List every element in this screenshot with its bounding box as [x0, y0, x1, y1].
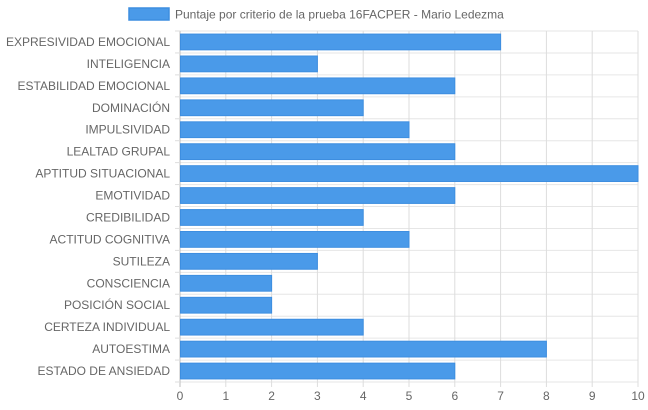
- y-tick-label: LEALTAD GRUPAL: [67, 145, 171, 159]
- bar[interactable]: [180, 55, 318, 73]
- y-tick-label: EMOTIVIDAD: [95, 189, 170, 203]
- x-tick-label: 4: [360, 389, 367, 403]
- bar[interactable]: [180, 362, 456, 380]
- y-tick-label: INTELIGENCIA: [87, 57, 170, 71]
- bar[interactable]: [180, 274, 273, 292]
- x-tick-label: 8: [543, 389, 550, 403]
- y-tick-label: POSICIÓN SOCIAL: [64, 297, 170, 312]
- y-axis-labels: EXPRESIVIDAD EMOCIONAL INTELIGENCIA ESTABI…: [6, 35, 170, 378]
- y-tick-label: AUTOESTIMA: [92, 342, 170, 356]
- chart-legend[interactable]: Puntaje por criterio de la prueba 16FACP…: [128, 7, 504, 22]
- bar[interactable]: [180, 296, 273, 314]
- grid-lines: [175, 30, 639, 387]
- bar[interactable]: [180, 77, 456, 95]
- x-tick-label: 5: [406, 389, 413, 403]
- y-tick-label: DOMINACIÓN: [92, 100, 170, 115]
- y-tick-label: IMPULSIVIDAD: [85, 123, 170, 137]
- x-tick-label: 10: [631, 389, 645, 403]
- y-tick-label: ESTABILIDAD EMOCIONAL: [18, 79, 171, 93]
- x-tick-label: 1: [222, 389, 229, 403]
- bar[interactable]: [180, 252, 318, 270]
- bar[interactable]: [180, 231, 410, 248]
- x-tick-label: 7: [497, 389, 504, 403]
- bar[interactable]: [180, 209, 364, 226]
- bar[interactable]: [180, 121, 410, 139]
- y-tick-label: ESTADO DE ANSIEDAD: [38, 364, 171, 378]
- x-tick-label: 6: [451, 389, 458, 403]
- bar[interactable]: [180, 33, 502, 51]
- bar[interactable]: [180, 187, 456, 204]
- bar[interactable]: [180, 143, 456, 161]
- y-tick-label: SUTILEZA: [113, 254, 170, 268]
- bar[interactable]: [180, 340, 547, 358]
- y-tick-label: APTITUD SITUACIONAL: [35, 167, 170, 181]
- x-tick-label: 0: [177, 389, 184, 403]
- bar[interactable]: [180, 318, 364, 336]
- x-tick-label: 2: [268, 389, 275, 403]
- y-tick-label: EXPRESIVIDAD EMOCIONAL: [6, 35, 170, 49]
- legend-swatch[interactable]: [128, 7, 170, 21]
- legend-label[interactable]: Puntaje por criterio de la prueba 16FACP…: [175, 8, 504, 22]
- bars-group: [180, 33, 639, 380]
- bar[interactable]: [180, 99, 364, 117]
- x-tick-label: 3: [314, 389, 321, 403]
- y-tick-label: CERTEZA INDIVIDUAL: [44, 320, 170, 334]
- x-axis-labels: 0 1 2 3 4 5 6 7 8 9 10: [177, 389, 645, 403]
- bar[interactable]: [180, 165, 639, 182]
- y-tick-label: CONSCIENCIA: [87, 276, 170, 290]
- x-tick-label: 9: [589, 389, 596, 403]
- y-tick-label: CREDIBILIDAD: [86, 210, 170, 224]
- y-tick-label: ACTITUD COGNITIVA: [50, 232, 170, 246]
